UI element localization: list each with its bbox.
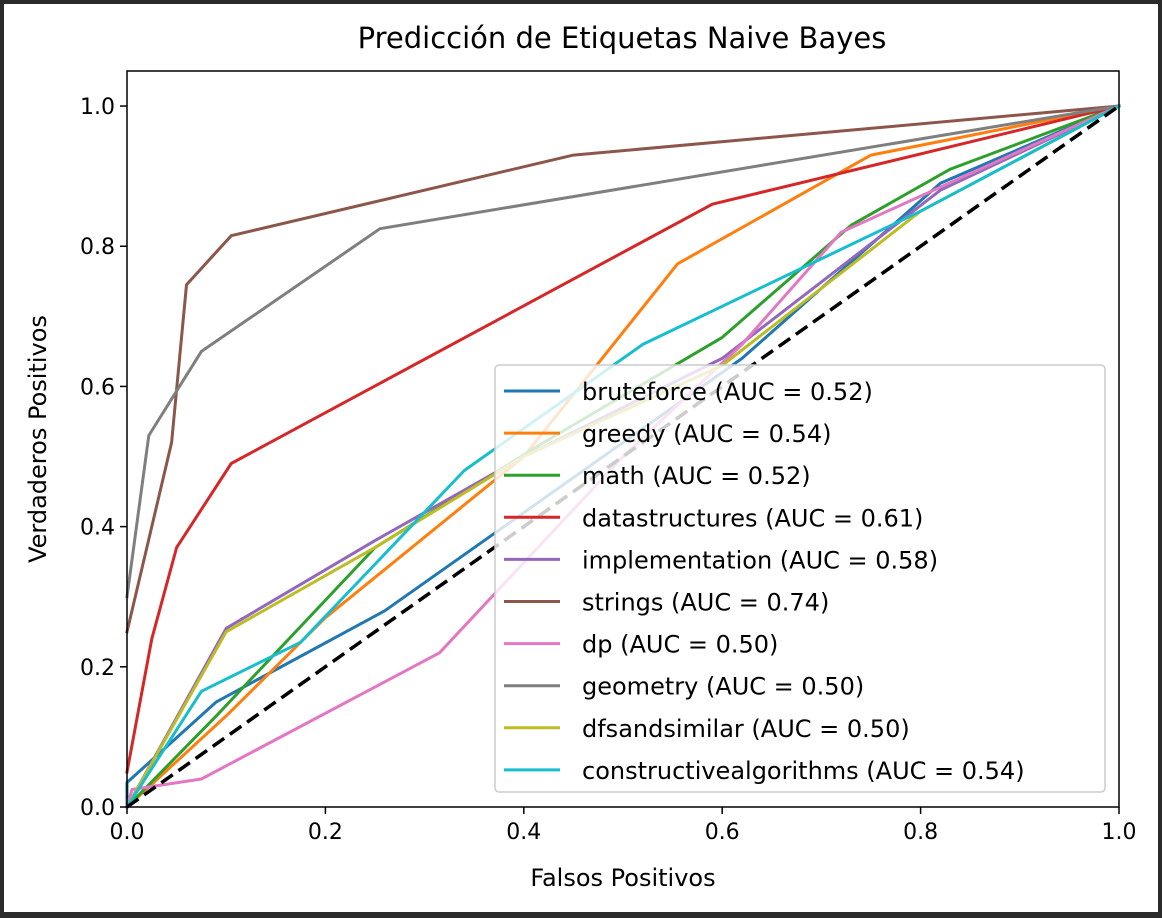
legend-label: datastructures (AUC = 0.61) [582,504,923,532]
roc-chart: Predicción de Etiquetas Naive Bayes 0.0 0… [24,21,1137,892]
y-tick-label: 0.8 [80,235,115,260]
figure: Predicción de Etiquetas Naive Bayes 0.0 0… [4,4,1158,912]
legend-label: dp (AUC = 0.50) [582,631,778,659]
y-tick-label: 0.0 [80,796,115,821]
series-line-5 [125,104,1121,634]
x-tick-label: 0.6 [705,820,740,845]
x-axis-label: Falsos Positivos [530,864,715,892]
y-tick-label: 0.6 [80,375,115,400]
series-line-0 [125,104,1121,809]
x-tick-label: 1.0 [1102,820,1137,845]
legend: bruteforce (AUC = 0.52) greedy (AUC = 0.5… [494,364,1106,793]
legend-label: bruteforce (AUC = 0.52) [582,378,873,406]
legend-label: dfsandsimilar (AUC = 0.50) [582,715,910,743]
diagonal-reference-line [125,104,1121,809]
x-tick-label: 0.2 [308,820,343,845]
x-tick-label: 0.4 [506,820,541,845]
legend-label: strings (AUC = 0.74) [582,589,829,617]
series-line-9 [124,103,1122,810]
x-axis: 0.0 0.2 0.4 0.6 0.8 1.0 [110,807,1137,845]
legend-items: bruteforce (AUC = 0.52) greedy (AUC = 0.5… [504,378,1025,785]
legend-label: constructivealgorithms (AUC = 0.54) [582,757,1025,785]
series-line-3 [125,104,1121,774]
legend-label: implementation (AUC = 0.58) [582,546,938,574]
y-axis-label: Verdaderos Positivos [24,315,52,563]
legend-box [494,364,1106,793]
legend-label: geometry (AUC = 0.50) [582,673,864,701]
y-tick-label: 0.2 [80,656,115,681]
legend-label: math (AUC = 0.52) [582,462,811,490]
x-tick-label: 0.0 [110,820,145,845]
plot-frame [126,70,1120,808]
chart-title: Predicción de Etiquetas Naive Bayes [358,21,887,55]
y-tick-label: 0.4 [80,516,115,541]
legend-label: greedy (AUC = 0.54) [582,420,831,448]
series-line-7 [125,104,1121,599]
y-axis: 0.0 0.2 0.4 0.6 0.8 1.0 [80,95,127,821]
x-tick-label: 0.8 [903,820,938,845]
y-tick-label: 1.0 [80,95,115,120]
